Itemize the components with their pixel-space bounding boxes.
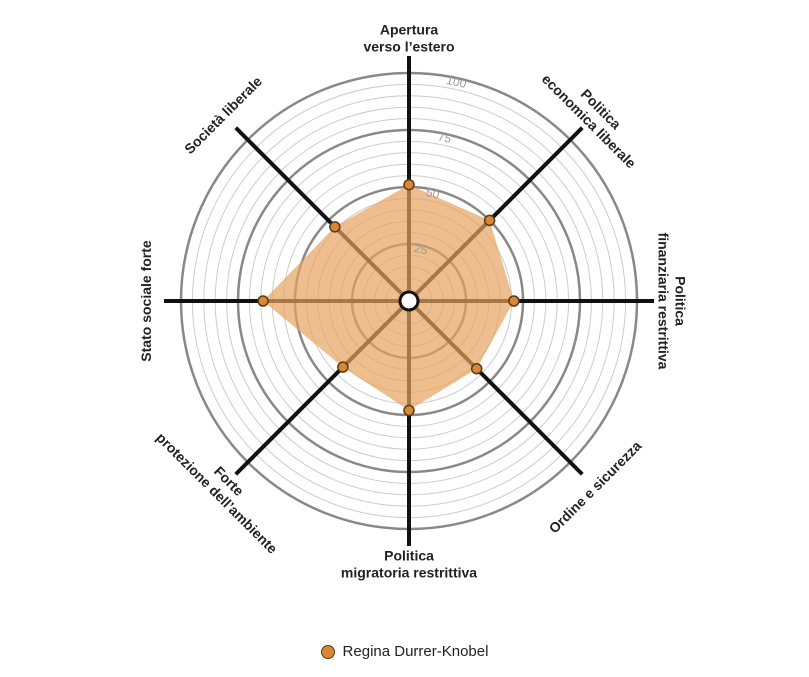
series-area <box>263 185 514 411</box>
data-point-5 <box>338 362 348 372</box>
axis-label-text-4: Politica migratoria restrittiva <box>341 548 477 581</box>
axis-label-2: Politicafinanziaria restrittiva <box>656 233 689 370</box>
data-point-0 <box>404 180 414 190</box>
axis-label-4: Politica migratoria restrittiva <box>341 548 477 581</box>
radar-chart: 25 50 75 100 Apertura verso l’estero Politicae… <box>0 0 809 677</box>
axis-label-text-2: Politicafinanziaria restrittiva <box>656 233 689 370</box>
tick-label-75: 75 <box>437 130 453 147</box>
legend-label: Regina Durrer-Knobel <box>343 643 489 660</box>
data-point-6 <box>258 296 268 306</box>
legend-marker <box>321 645 335 659</box>
axis-label-0: Apertura verso l’estero <box>363 22 454 55</box>
data-point-3 <box>472 364 482 374</box>
data-point-4 <box>404 405 414 415</box>
axis-label-6: Stato sociale forte <box>138 240 154 362</box>
legend[interactable]: Regina Durrer-Knobel <box>0 643 809 660</box>
axis-label-text-0: Apertura verso l’estero <box>363 22 454 55</box>
data-point-7 <box>330 222 340 232</box>
axis-label-text-6: Stato sociale forte <box>138 240 154 362</box>
data-point-2 <box>509 296 519 306</box>
center-hub <box>400 292 418 310</box>
data-point-1 <box>485 215 495 225</box>
